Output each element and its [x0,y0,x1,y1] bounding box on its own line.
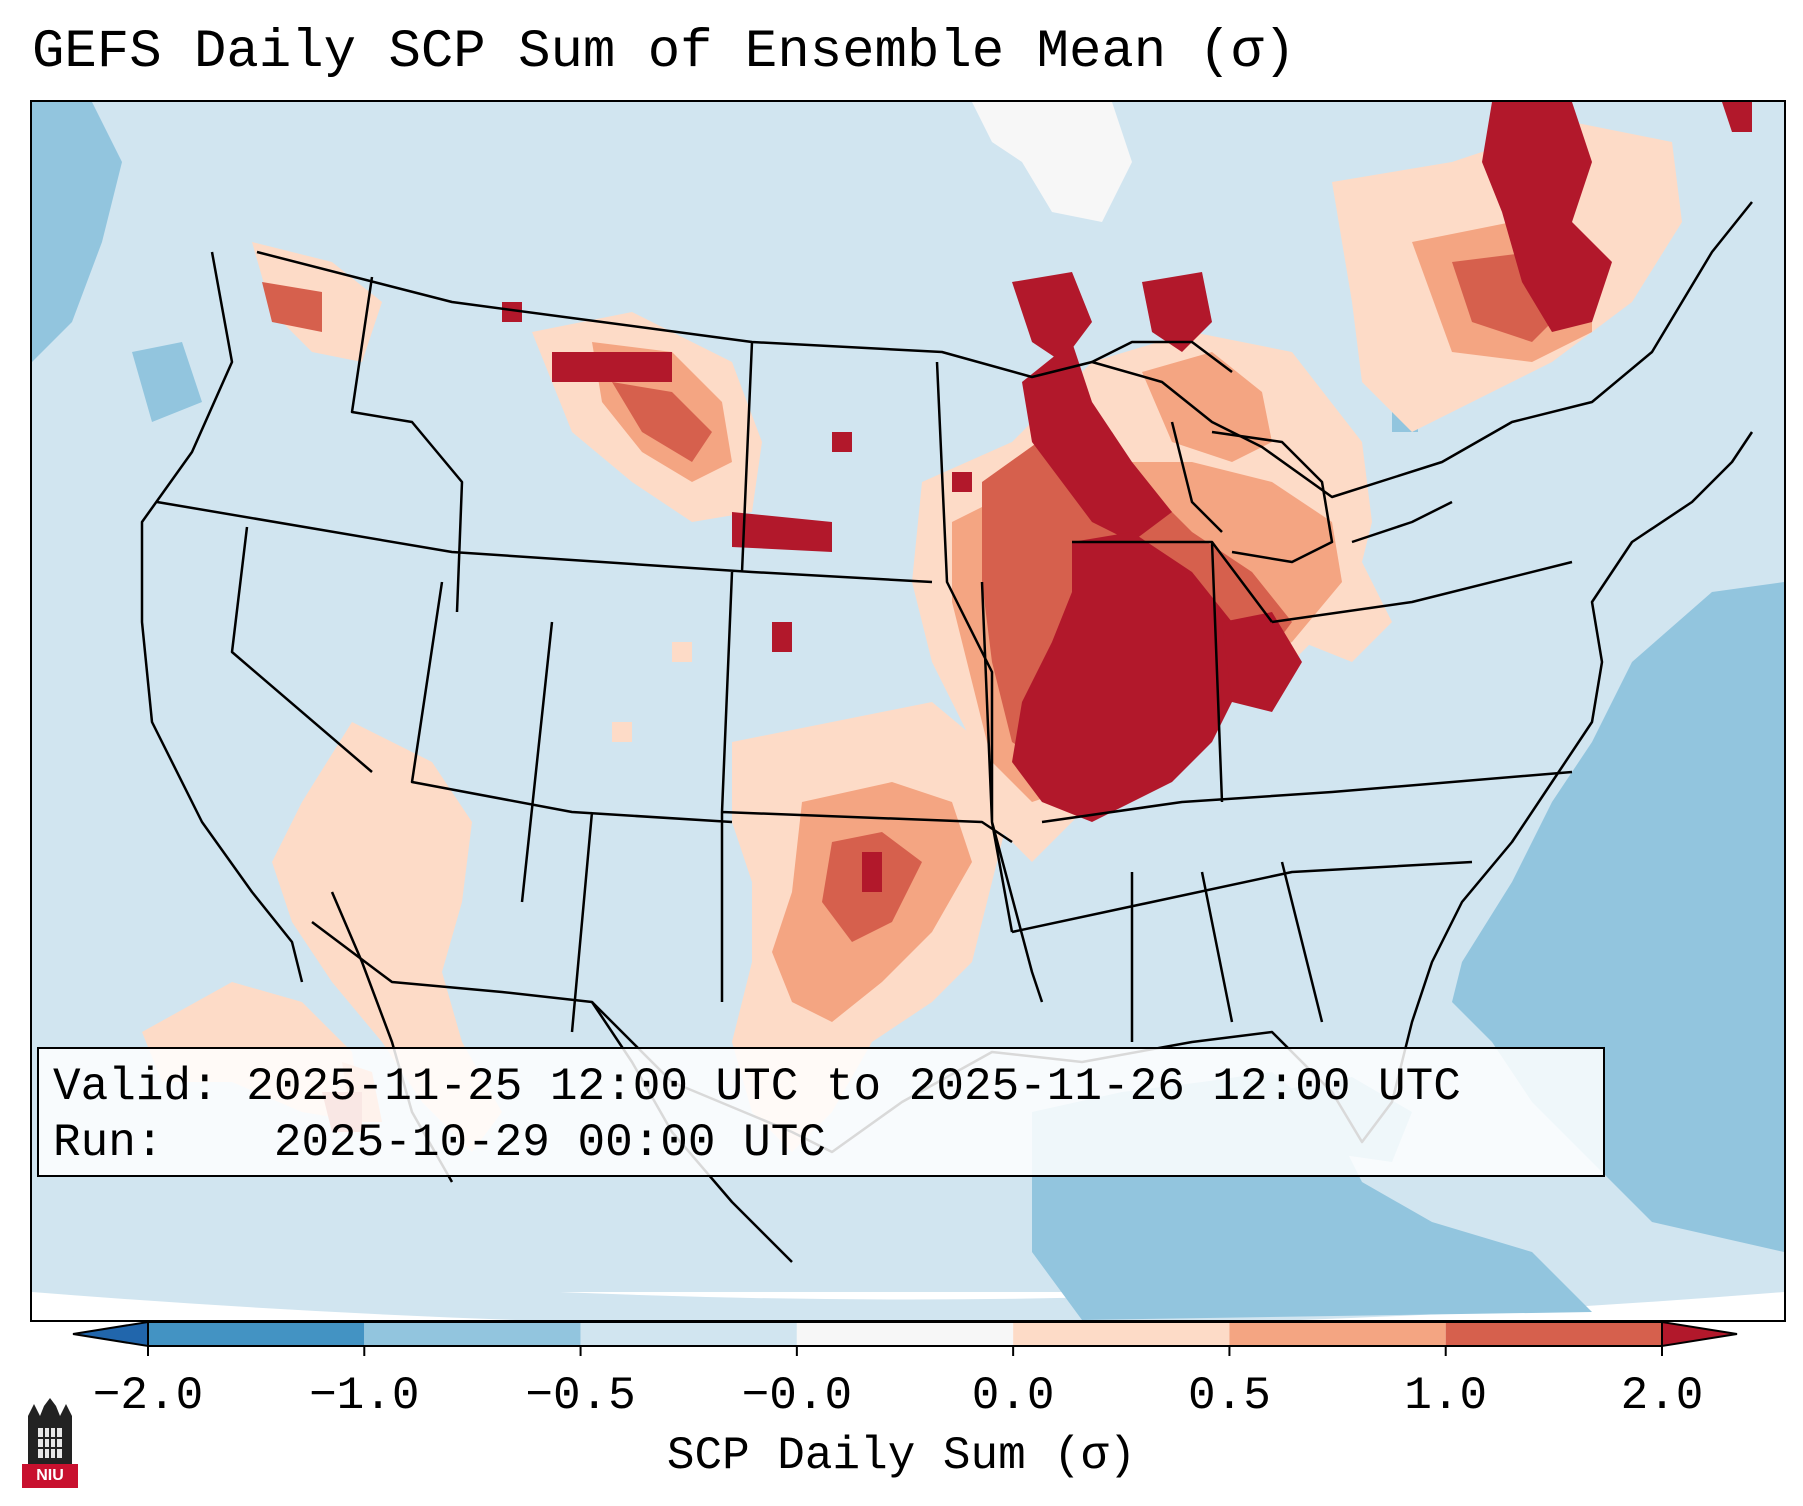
montana-max [552,352,672,382]
colorbar-tick-label: 1.0 [1404,1370,1488,1422]
run-value: 2025-10-29 00:00 UTC [273,1117,826,1169]
colorbar [72,1320,1738,1356]
illinois-indiana-max [1012,532,1242,822]
colorbar-tick-label: −1.0 [309,1370,420,1422]
labrador-max [1722,102,1752,132]
upper-midwest-max [1022,342,1172,542]
positive-max-layer [502,102,1752,892]
valid-label: Valid: [53,1061,219,1113]
valid-value: 2025-11-25 12:00 UTC to 2025-11-26 12:00… [246,1061,1461,1113]
colorbar-extend-high [1661,1320,1738,1348]
dakota-max [732,512,832,552]
neutral-patch [972,102,1132,222]
run-label: Run: [53,1117,164,1169]
state-lines [156,276,1573,1042]
logo-text: NIU [22,1464,78,1488]
great-lakes [1091,340,1453,564]
colorbar-tick-label: −2.0 [92,1370,204,1422]
colorbar-tick-label: 0.0 [971,1370,1055,1422]
montana-strong [612,382,712,462]
colorbar-segment [1445,1322,1662,1346]
pacific-coast [140,251,304,983]
valid-run-box: Valid: 2025-11-25 12:00 UTC to 2025-11-2… [37,1047,1605,1177]
colorbar-segment [1229,1322,1446,1346]
colorbar-segment [796,1322,1014,1346]
colorbar-label: SCP Daily Sum (σ) [666,1430,1137,1482]
colorbar-tick-label: 2.0 [1620,1370,1704,1422]
colorbar-segment [1013,1322,1230,1346]
colorbar-segment [364,1322,581,1346]
indiana-ohio-max [1222,612,1302,712]
niu-logo: NIU [22,1396,78,1488]
colorbar-tick-label: −0.0 [741,1370,853,1422]
quebec-max [1482,102,1612,332]
lake-superior-max [1012,272,1092,362]
pacific-nw-negative [32,102,122,362]
colorbar-frame [147,1321,1663,1347]
idaho-strong [262,282,322,332]
arizona-mexico-light [272,722,502,1152]
castle-icon [28,1398,72,1464]
chart-title: GEFS Daily SCP Sum of Ensemble Mean (σ) [32,22,1296,83]
colorbar-tick-label: 0.5 [1188,1370,1271,1422]
map-panel [30,100,1786,1322]
wisconsin-max [1142,272,1212,352]
oklahoma-max [862,852,882,892]
colorbar-segment [148,1322,365,1346]
colorbar-extend-low [72,1320,149,1348]
colorbar-tick-label: −0.5 [525,1370,636,1422]
colorbar-segment [580,1322,797,1346]
pacific-patch [132,342,202,422]
